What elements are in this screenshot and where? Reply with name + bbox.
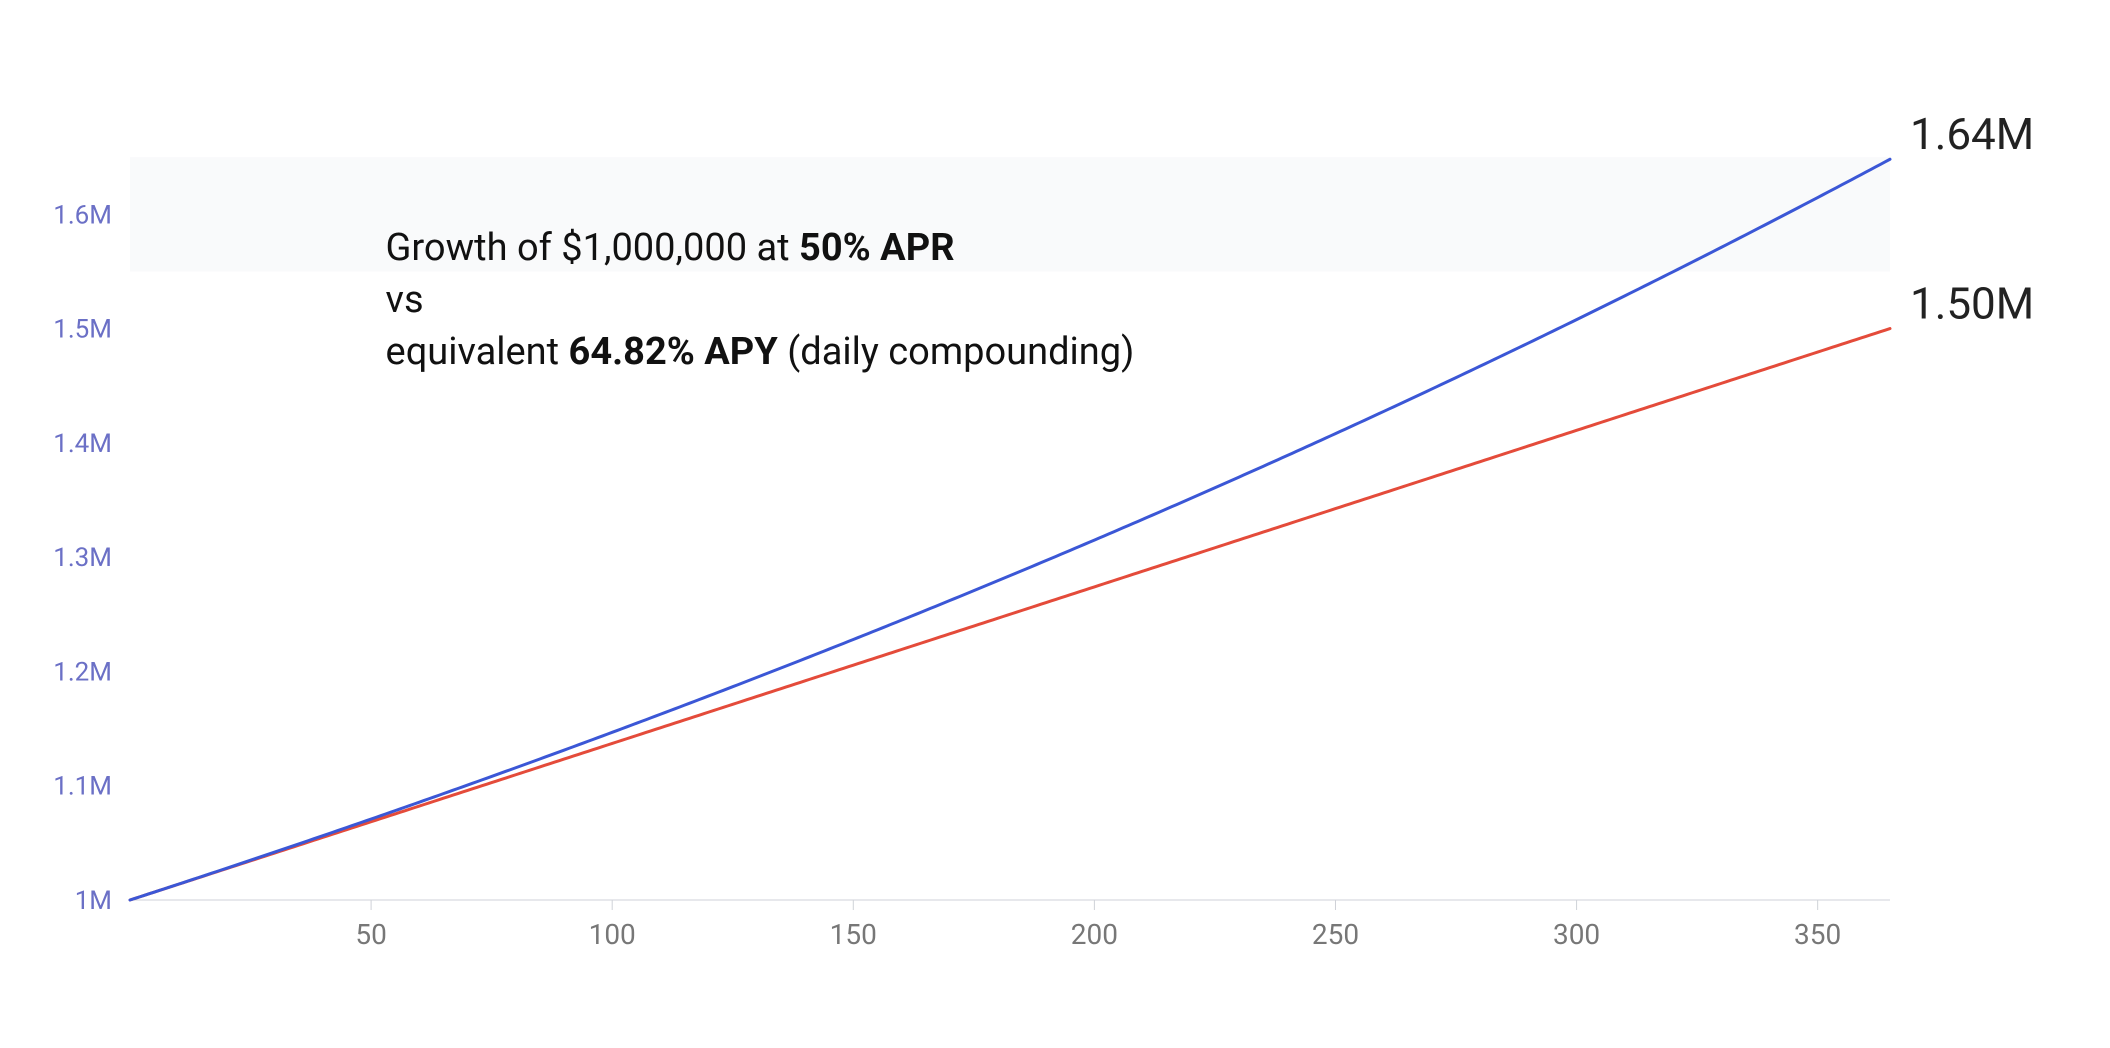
x-tick-label: 100 — [589, 918, 636, 951]
chart-svg: 1M 1.1M 1.2M 1.3M 1.4M 1.5M 1.6M 50 100 150 200 250… — [0, 0, 2110, 1048]
x-tick-label: 200 — [1071, 918, 1118, 951]
apr-apy-chart: 1M 1.1M 1.2M 1.3M 1.4M 1.5M 1.6M 50 100 150 200 250… — [0, 0, 2110, 1048]
series-apr-line — [130, 329, 1890, 900]
x-tick-label: 350 — [1794, 918, 1841, 951]
y-tick-label: 1.3M — [53, 543, 112, 573]
y-tick-label: 1.5M — [53, 315, 112, 345]
y-tick-label: 1.1M — [53, 772, 112, 802]
x-tick-label: 300 — [1553, 918, 1600, 951]
end-label-apy: 1.64M — [1910, 108, 2034, 160]
x-tick-label: 50 — [355, 918, 386, 951]
y-tick-label: 1.4M — [53, 429, 112, 459]
end-label-apr: 1.50M — [1910, 278, 2034, 330]
x-tick-label: 150 — [830, 918, 877, 951]
y-tick-label: 1.6M — [53, 200, 112, 230]
x-tick-label: 250 — [1312, 918, 1359, 951]
y-tick-label: 1M — [75, 886, 112, 916]
y-tick-label: 1.2M — [53, 657, 112, 687]
